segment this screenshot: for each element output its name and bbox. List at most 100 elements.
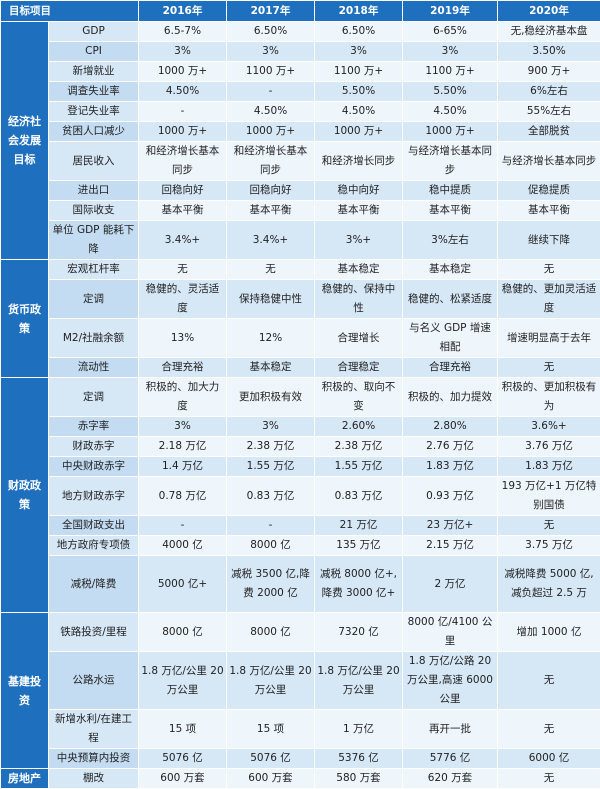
category-cell-fiscal-policy: 财政政策 <box>1 378 49 613</box>
value-cell: 基本稳定 <box>227 358 315 378</box>
value-cell: 稳健的、更加灵活适度 <box>498 280 600 319</box>
indicator-label: 贫困人口减少 <box>49 122 139 142</box>
value-cell: 4.50% <box>403 102 498 122</box>
header-year-2018: 2018年 <box>315 1 403 22</box>
table-row: 登记失业率-4.50%4.50%4.50%55%左右 <box>1 102 600 122</box>
value-cell: 1.8 万亿/公路 20 万公里,高速 6000 公里 <box>403 652 498 710</box>
value-cell: 15 项 <box>139 710 227 749</box>
value-cell: 保持稳健中性 <box>227 280 315 319</box>
category-cell-economic-social-targets: 经济社会发展目标 <box>1 22 49 260</box>
value-cell: 193 万亿+1 万亿特别国债 <box>498 477 600 516</box>
header-row: 目标项目 2016年 2017年 2018年 2019年 2020年 <box>1 1 600 22</box>
value-cell: 13% <box>139 319 227 358</box>
value-cell: 1100 万+ <box>227 62 315 82</box>
value-cell: 5076 亿 <box>139 749 227 769</box>
value-cell: 稳健的、保持中性 <box>315 280 403 319</box>
value-cell: 8000 亿/4100 公里 <box>403 613 498 652</box>
value-cell: 8000 亿 <box>227 613 315 652</box>
value-cell: 无 <box>498 516 600 536</box>
value-cell: 1000 万+ <box>403 122 498 142</box>
value-cell: 2.38 万亿 <box>227 437 315 457</box>
value-cell: 基本稳定 <box>315 260 403 280</box>
value-cell: 23 万亿+ <box>403 516 498 536</box>
indicator-label: 地方财政赤字 <box>49 477 139 516</box>
value-cell: 1100 万+ <box>315 62 403 82</box>
value-cell: 3% <box>139 417 227 437</box>
category-cell-real-estate: 房地产 <box>1 769 49 789</box>
value-cell: 合理充裕 <box>139 358 227 378</box>
value-cell: 减税 8000 亿+,降费 3000 亿+ <box>315 556 403 613</box>
table-header: 目标项目 2016年 2017年 2018年 2019年 2020年 <box>1 1 600 22</box>
value-cell: 5.50% <box>403 82 498 102</box>
indicator-label: 棚改 <box>49 769 139 789</box>
value-cell: 无 <box>498 710 600 749</box>
value-cell: 积极的、取向不变 <box>315 378 403 417</box>
value-cell: 和经济增长同步 <box>315 142 403 181</box>
value-cell: 无 <box>139 260 227 280</box>
value-cell: 4000 亿 <box>139 536 227 556</box>
indicator-label: 赤字率 <box>49 417 139 437</box>
value-cell: - <box>139 516 227 536</box>
category-cell-monetary-policy: 货币政策 <box>1 260 49 378</box>
value-cell: 更加积极有效 <box>227 378 315 417</box>
value-cell: 稳健的、松紧适度 <box>403 280 498 319</box>
value-cell: 与经济增长基本同步 <box>403 142 498 181</box>
table-row: 货币政策宏观杠杆率无无基本稳定基本稳定无 <box>1 260 600 280</box>
value-cell: 增加 1000 亿 <box>498 613 600 652</box>
value-cell: 减税降费 5000 亿,减负超过 2.5 万 <box>498 556 600 613</box>
indicator-label: 单位 GDP 能耗下降 <box>49 221 139 260</box>
value-cell: 600 万套 <box>139 769 227 789</box>
indicator-label: 国际收支 <box>49 201 139 221</box>
value-cell: 0.83 万亿 <box>227 477 315 516</box>
indicator-label: 流动性 <box>49 358 139 378</box>
indicator-label: 中央财政赤字 <box>49 457 139 477</box>
table-row: 居民收入和经济增长基本同步和经济增长基本同步和经济增长同步与经济增长基本同步与经… <box>1 142 600 181</box>
value-cell: 基本平衡 <box>403 201 498 221</box>
value-cell: 6.50% <box>227 22 315 42</box>
value-cell: 积极的、更加积极有为 <box>498 378 600 417</box>
value-cell: 增速明显高于去年 <box>498 319 600 358</box>
value-cell: 1.55 万亿 <box>227 457 315 477</box>
value-cell: 6.5-7% <box>139 22 227 42</box>
value-cell: - <box>227 516 315 536</box>
value-cell: 减税 3500 亿,降费 2000 亿 <box>227 556 315 613</box>
value-cell: 无 <box>498 260 600 280</box>
value-cell: 合理稳定 <box>315 358 403 378</box>
value-cell: 3.4%+ <box>227 221 315 260</box>
indicator-label: 进出口 <box>49 181 139 201</box>
value-cell: 1 万亿 <box>315 710 403 749</box>
value-cell: 55%左右 <box>498 102 600 122</box>
indicator-label: GDP <box>49 22 139 42</box>
value-cell: 3% <box>403 42 498 62</box>
indicator-label: 宏观杠杆率 <box>49 260 139 280</box>
value-cell: 2 万亿 <box>403 556 498 613</box>
value-cell: 6%左右 <box>498 82 600 102</box>
indicator-label: 登记失业率 <box>49 102 139 122</box>
indicator-label: 公路水运 <box>49 652 139 710</box>
value-cell: 合理充裕 <box>403 358 498 378</box>
value-cell: - <box>227 82 315 102</box>
value-cell: 4.50% <box>139 82 227 102</box>
value-cell: 与名义 GDP 增速相配 <box>403 319 498 358</box>
value-cell: 基本平衡 <box>315 201 403 221</box>
value-cell: 2.76 万亿 <box>403 437 498 457</box>
value-cell: 与经济增长基本同步 <box>498 142 600 181</box>
value-cell: 稳中向好 <box>315 181 403 201</box>
indicator-label: 定调 <box>49 280 139 319</box>
value-cell: 全部脱贫 <box>498 122 600 142</box>
category-cell-infrastructure-investment: 基建投资 <box>1 613 49 769</box>
value-cell: 4.50% <box>315 102 403 122</box>
header-item: 目标项目 <box>1 1 139 22</box>
value-cell: 无 <box>498 769 600 789</box>
value-cell: 1.8 万亿/公里 20 万公里 <box>139 652 227 710</box>
value-cell: 促稳提质 <box>498 181 600 201</box>
value-cell: 1000 万+ <box>139 62 227 82</box>
value-cell: 900 万+ <box>498 62 600 82</box>
